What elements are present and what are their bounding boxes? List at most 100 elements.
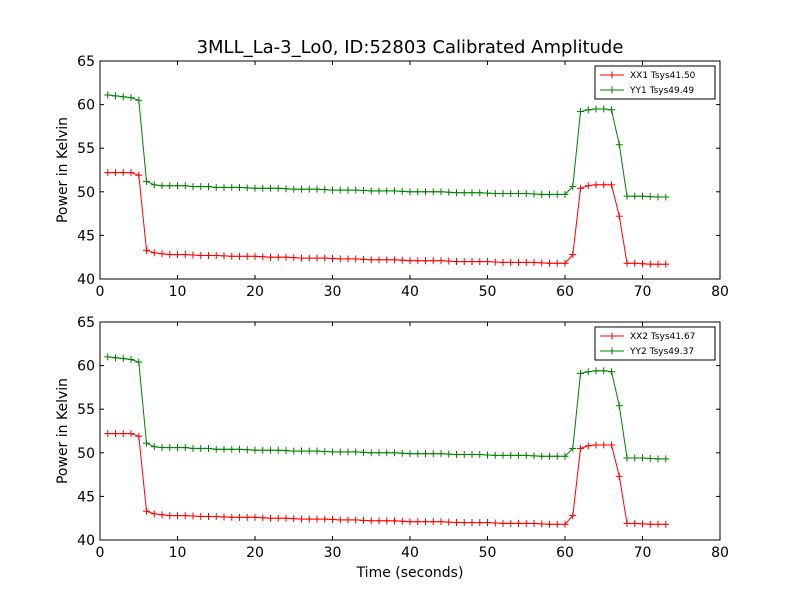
data-point-marker [615,212,623,220]
data-point-marker [205,444,212,452]
data-point-marker [468,189,476,197]
x-tick-label: 20 [246,284,264,300]
data-point-marker [398,517,406,525]
data-point-marker [267,514,274,522]
data-point-marker [515,451,522,459]
data-point-marker [104,353,112,361]
data-point-marker [383,256,391,264]
data-point-marker [561,452,569,460]
data-point-marker [313,254,321,262]
data-point-marker [623,192,631,200]
data-point-marker [212,512,220,520]
data-point-marker [577,108,584,116]
data-point-marker [143,177,150,185]
y-tick-label: 45 [77,228,95,244]
data-point-marker [608,368,615,376]
data-point-marker [236,445,243,453]
data-point-marker [197,444,205,452]
data-point-marker [445,518,453,526]
data-point-marker [321,515,329,523]
data-point-marker [476,519,484,527]
data-point-marker [181,444,189,452]
data-point-marker [267,184,274,192]
data-point-marker [243,446,251,454]
data-point-marker [205,512,212,520]
data-point-marker [143,439,150,447]
data-point-marker [321,447,329,455]
data-point-marker [615,472,623,480]
data-point-marker [391,449,398,457]
data-point-marker [391,187,398,195]
data-point-marker [530,258,538,266]
data-point-marker [267,253,274,261]
data-point-marker [251,184,259,192]
data-point-marker [608,181,615,189]
data-point-marker [414,188,422,196]
data-point-marker [143,507,150,515]
data-point-marker [321,186,329,194]
x-tick-label: 0 [96,545,105,561]
data-point-marker [158,182,166,190]
x-tick-label: 30 [324,545,342,561]
data-point-marker [522,190,530,198]
data-point-marker [259,446,267,454]
data-point-marker [592,181,600,189]
data-point-marker [592,367,600,375]
data-point-marker [437,450,445,458]
data-point-marker [174,251,181,259]
data-point-marker [189,251,197,259]
data-point-marker [546,520,553,528]
x-tick-label: 0 [96,284,105,300]
data-point-marker [336,516,344,524]
data-point-marker [243,252,251,260]
data-point-marker [282,185,290,193]
data-point-marker [290,447,298,455]
data-point-marker [251,513,259,521]
top-subplot: 0 10 20 30 40 50 60 70 80 40 45 50 55 60 65 Power in Ke… [55,54,729,300]
data-point-marker [639,192,646,200]
data-point-marker [360,255,367,263]
data-point-marker [344,448,352,456]
data-point-marker [538,259,546,267]
data-point-marker [158,250,166,258]
data-point-marker [181,251,189,259]
data-point-marker [639,260,646,268]
data-point-marker [274,446,282,454]
data-point-marker [608,106,615,114]
data-point-marker [150,443,158,451]
data-point-marker [662,520,670,528]
data-point-marker [569,512,577,520]
data-point-marker [615,141,623,149]
data-point-marker [174,444,181,452]
data-point-marker [406,450,414,458]
data-point-marker [499,190,507,198]
data-point-marker [329,186,336,194]
data-point-marker [646,260,654,268]
data-point-marker [460,519,468,527]
data-point-marker [615,402,623,410]
y-tick-label: 55 [77,141,95,157]
y-tick-label: 50 [77,185,95,201]
data-point-marker [375,449,383,457]
data-point-marker [251,446,259,454]
data-point-marker [321,254,329,262]
data-point-marker [662,260,670,268]
data-point-marker [484,189,491,197]
data-point-marker [654,520,662,528]
data-point-marker [181,512,189,520]
data-point-marker [453,258,460,266]
data-point-marker [507,258,515,266]
y-tick-label: 45 [77,489,95,505]
data-point-marker [352,186,360,194]
data-point-marker [352,516,360,524]
data-point-marker [398,187,406,195]
data-point-marker [150,181,158,189]
data-point-marker [476,451,484,459]
x-tick-label: 80 [711,545,729,561]
data-point-marker [429,450,437,458]
data-point-marker [336,448,344,456]
data-point-marker [367,449,375,457]
data-point-marker [538,452,546,460]
x-tick-label: 40 [401,284,419,300]
legend-label: XX1 Tsys41.50 [630,71,696,81]
